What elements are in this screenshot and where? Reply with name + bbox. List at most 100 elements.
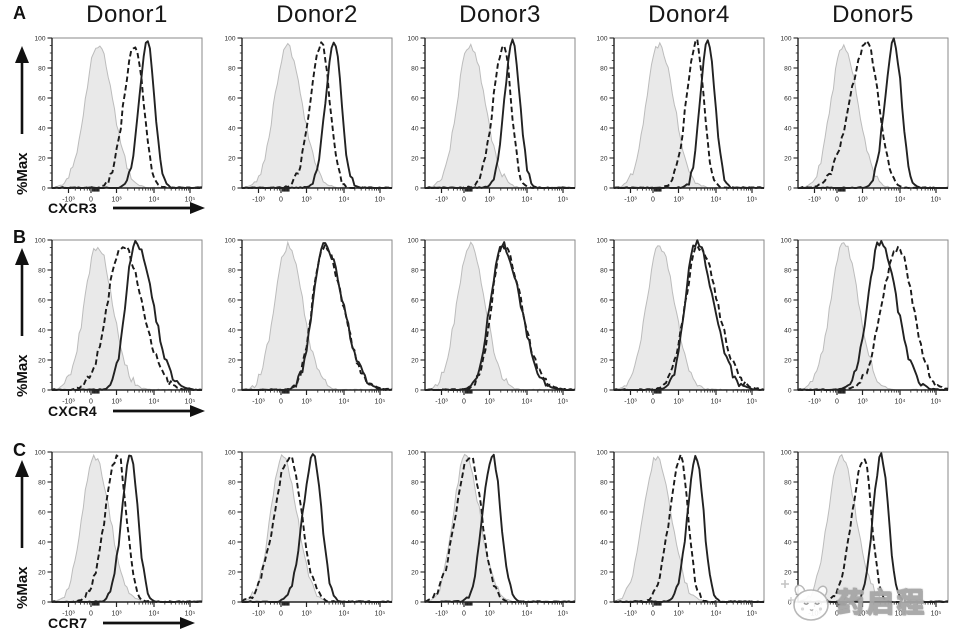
x-axis-label-group-ccr7: CCR7 [48,612,197,634]
x-axis-label: CXCR3 [48,200,97,216]
svg-text:10³: 10³ [857,399,868,406]
svg-text:10³: 10³ [673,197,684,204]
svg-text:60: 60 [38,297,46,304]
svg-text:40: 40 [411,125,419,132]
svg-text:60: 60 [600,297,608,304]
svg-text:-10³: -10³ [435,611,448,618]
panel-c-donor3: 0 20 40 60 80 100 -10³ 0 10³ 10⁴ 10⁵ [407,449,576,618]
svg-text:20: 20 [38,155,46,162]
svg-text:10⁴: 10⁴ [339,399,350,406]
svg-text:0: 0 [604,387,608,394]
svg-text:80: 80 [411,479,419,486]
y-axis-label: %Max [14,152,31,195]
svg-text:10⁴: 10⁴ [711,399,722,406]
svg-text:40: 40 [228,327,236,334]
y-axis-arrow-row-c: %Max [14,460,31,609]
svg-text:10⁵: 10⁵ [185,611,196,618]
svg-text:0: 0 [835,611,839,618]
svg-text:0: 0 [89,611,93,618]
svg-text:100: 100 [780,237,791,244]
svg-text:10³: 10³ [111,197,122,204]
column-header-donor1: Donor1 [86,1,168,28]
svg-text:20: 20 [411,569,419,576]
column-header-donor2: Donor2 [276,1,358,28]
svg-text:10³: 10³ [111,611,122,618]
svg-text:-10³: -10³ [62,197,75,204]
svg-text:20: 20 [600,155,608,162]
svg-text:40: 40 [784,539,792,546]
svg-text:10³: 10³ [484,197,495,204]
svg-text:0: 0 [415,387,419,394]
svg-text:40: 40 [411,539,419,546]
svg-text:100: 100 [34,35,45,42]
svg-text:10⁴: 10⁴ [522,197,533,204]
svg-text:0: 0 [788,599,792,606]
svg-text:100: 100 [407,449,418,456]
svg-text:20: 20 [784,155,792,162]
svg-text:10⁵: 10⁵ [747,611,758,618]
svg-text:100: 100 [596,237,607,244]
svg-text:40: 40 [784,327,792,334]
svg-text:10⁵: 10⁵ [747,197,758,204]
panel-c-donor4: 0 20 40 60 80 100 -10³ 0 10³ 10⁴ 10⁵ [596,449,765,618]
panel-c-donor1: 0 20 40 60 80 100 -10³ 0 10³ 10⁴ 10⁵ [34,449,203,618]
svg-text:10⁴: 10⁴ [895,611,906,618]
shaded-control-histogram [424,43,576,189]
svg-text:60: 60 [411,95,419,102]
column-header-donor5: Donor5 [832,1,914,28]
svg-text:10⁵: 10⁵ [931,197,942,204]
svg-text:60: 60 [38,95,46,102]
x-axis-label-group-cxcr3: CXCR3 [48,197,207,219]
solid-histogram-curve [797,240,949,391]
svg-text:100: 100 [407,35,418,42]
svg-text:20: 20 [600,569,608,576]
svg-text:80: 80 [228,479,236,486]
panel-a-donor4: 0 20 40 60 80 100 -10³ 0 10³ 10⁴ 10⁵ [596,35,765,204]
svg-text:20: 20 [600,357,608,364]
svg-text:10³: 10³ [673,611,684,618]
dashed-histogram-curve [51,454,203,603]
panel-a-donor5: 0 20 40 60 80 100 -10³ 0 10³ 10⁴ 10⁵ [780,35,949,204]
shaded-control-histogram [241,240,393,391]
svg-text:0: 0 [232,185,236,192]
svg-text:10⁴: 10⁴ [339,611,350,618]
svg-text:0: 0 [788,185,792,192]
svg-text:10⁵: 10⁵ [931,611,942,618]
panel-a-donor2: 0 20 40 60 80 100 -10³ 0 10³ 10⁴ 10⁵ [224,35,393,204]
svg-text:10⁴: 10⁴ [149,611,160,618]
svg-text:100: 100 [224,449,235,456]
svg-text:0: 0 [651,399,655,406]
svg-text:-10³: -10³ [624,197,637,204]
panel-b-donor5: 0 20 40 60 80 100 -10³ 0 10³ 10⁴ 10⁵ [780,237,949,406]
x-axis-label: CCR7 [48,615,88,631]
svg-text:0: 0 [651,611,655,618]
svg-text:10³: 10³ [111,399,122,406]
svg-text:-10³: -10³ [252,399,265,406]
svg-text:0: 0 [462,611,466,618]
svg-text:40: 40 [228,125,236,132]
svg-text:40: 40 [38,125,46,132]
svg-text:0: 0 [651,197,655,204]
svg-text:10⁴: 10⁴ [339,197,350,204]
svg-text:-10³: -10³ [62,611,75,618]
svg-text:-10³: -10³ [808,399,821,406]
svg-text:40: 40 [600,125,608,132]
svg-text:60: 60 [784,95,792,102]
svg-text:40: 40 [38,327,46,334]
svg-text:10⁴: 10⁴ [522,611,533,618]
svg-text:60: 60 [784,297,792,304]
dashed-histogram-curve [52,46,202,189]
svg-text:0: 0 [835,399,839,406]
svg-text:-10³: -10³ [624,399,637,406]
svg-text:0: 0 [279,611,283,618]
svg-text:20: 20 [38,357,46,364]
panel-c-donor5: 0 20 40 60 80 100 -10³ 0 10³ 10⁴ 10⁵ [780,449,949,618]
svg-text:20: 20 [411,357,419,364]
svg-text:80: 80 [228,267,236,274]
dashed-histogram-curve [424,243,576,391]
svg-text:60: 60 [600,509,608,516]
svg-text:20: 20 [784,357,792,364]
right-arrow-icon [112,202,205,214]
svg-text:20: 20 [38,569,46,576]
